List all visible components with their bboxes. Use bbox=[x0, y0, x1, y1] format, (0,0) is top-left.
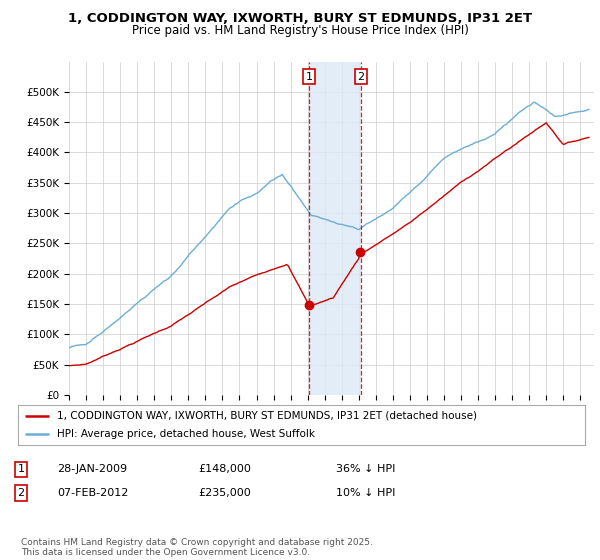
Text: Price paid vs. HM Land Registry's House Price Index (HPI): Price paid vs. HM Land Registry's House … bbox=[131, 24, 469, 37]
Text: 36% ↓ HPI: 36% ↓ HPI bbox=[336, 464, 395, 474]
Text: 1, CODDINGTON WAY, IXWORTH, BURY ST EDMUNDS, IP31 2ET (detached house): 1, CODDINGTON WAY, IXWORTH, BURY ST EDMU… bbox=[56, 411, 476, 421]
Text: HPI: Average price, detached house, West Suffolk: HPI: Average price, detached house, West… bbox=[56, 430, 314, 439]
Text: 2: 2 bbox=[17, 488, 25, 498]
Text: 1: 1 bbox=[17, 464, 25, 474]
Text: 07-FEB-2012: 07-FEB-2012 bbox=[57, 488, 128, 498]
Text: 10% ↓ HPI: 10% ↓ HPI bbox=[336, 488, 395, 498]
Text: 28-JAN-2009: 28-JAN-2009 bbox=[57, 464, 127, 474]
Text: 2: 2 bbox=[357, 72, 364, 82]
Bar bbox=[309, 62, 361, 395]
Text: £235,000: £235,000 bbox=[198, 488, 251, 498]
Text: £148,000: £148,000 bbox=[198, 464, 251, 474]
Text: 1, CODDINGTON WAY, IXWORTH, BURY ST EDMUNDS, IP31 2ET: 1, CODDINGTON WAY, IXWORTH, BURY ST EDMU… bbox=[68, 12, 532, 25]
Text: 1: 1 bbox=[305, 72, 313, 82]
Text: Contains HM Land Registry data © Crown copyright and database right 2025.
This d: Contains HM Land Registry data © Crown c… bbox=[21, 538, 373, 557]
